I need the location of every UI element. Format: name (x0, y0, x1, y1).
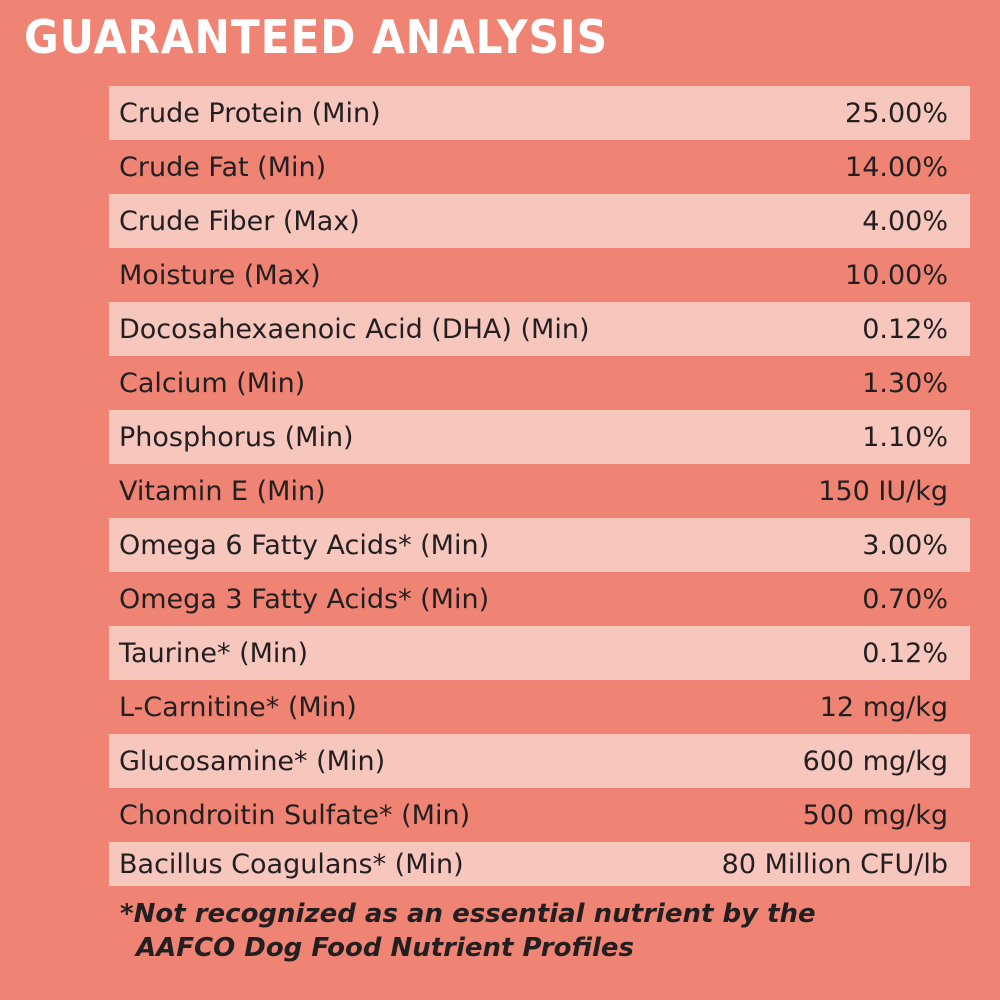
nutrient-label: Docosahexaenoic Acid (DHA) (Min) (119, 313, 590, 345)
footnote: *Not recognized as an essential nutrient… (120, 897, 980, 965)
nutrient-value: 14.00% (845, 151, 948, 183)
table-row: Docosahexaenoic Acid (DHA) (Min) 0.12% (109, 302, 970, 356)
nutrient-label: Omega 3 Fatty Acids* (Min) (119, 583, 490, 615)
page-title: GUARANTEED ANALYSIS (24, 10, 608, 64)
table-row: Calcium (Min) 1.30% (109, 356, 970, 410)
nutrient-label: Omega 6 Fatty Acids* (Min) (119, 529, 490, 561)
nutrient-value: 12 mg/kg (819, 691, 948, 723)
nutrient-value: 1.10% (862, 421, 948, 453)
table-row: Omega 6 Fatty Acids* (Min) 3.00% (109, 518, 970, 572)
nutrient-label: Crude Protein (Min) (119, 97, 381, 129)
nutrient-label: Calcium (Min) (119, 367, 306, 399)
nutrient-label: Bacillus Coagulans* (Min) (119, 848, 464, 880)
table-row: Chondroitin Sulfate* (Min) 500 mg/kg (109, 788, 970, 842)
nutrient-value: 500 mg/kg (802, 799, 948, 831)
table-row: L-Carnitine* (Min) 12 mg/kg (109, 680, 970, 734)
table-row: Taurine* (Min) 0.12% (109, 626, 970, 680)
nutrient-value: 25.00% (845, 97, 948, 129)
nutrient-value: 0.12% (862, 637, 948, 669)
table-row: Phosphorus (Min) 1.10% (109, 410, 970, 464)
table-row: Moisture (Max) 10.00% (109, 248, 970, 302)
nutrient-label: Crude Fiber (Max) (119, 205, 360, 237)
nutrient-label: Crude Fat (Min) (119, 151, 327, 183)
table-row: Bacillus Coagulans* (Min) 80 Million CFU… (109, 842, 970, 886)
nutrient-value: 600 mg/kg (802, 745, 948, 777)
nutrient-value: 80 Million CFU/lb (721, 848, 948, 880)
nutrient-value: 150 IU/kg (818, 475, 948, 507)
nutrient-value: 4.00% (862, 205, 948, 237)
table-row: Crude Fiber (Max) 4.00% (109, 194, 970, 248)
nutrient-value: 0.12% (862, 313, 948, 345)
nutrient-value: 0.70% (862, 583, 948, 615)
nutrient-label: Chondroitin Sulfate* (Min) (119, 799, 471, 831)
footnote-line-2: AAFCO Dog Food Nutrient Profiles (136, 933, 634, 963)
nutrient-label: Glucosamine* (Min) (119, 745, 386, 777)
nutrient-label: Phosphorus (Min) (119, 421, 354, 453)
nutrient-label: Taurine* (Min) (119, 637, 309, 669)
table-row: Crude Fat (Min) 14.00% (109, 140, 970, 194)
table-row: Glucosamine* (Min) 600 mg/kg (109, 734, 970, 788)
nutrient-value: 10.00% (845, 259, 948, 291)
nutrient-label: Moisture (Max) (119, 259, 321, 291)
table-row: Omega 3 Fatty Acids* (Min) 0.70% (109, 572, 970, 626)
nutrient-value: 3.00% (862, 529, 948, 561)
nutrient-value: 1.30% (862, 367, 948, 399)
footnote-line-1: *Not recognized as an essential nutrient… (120, 899, 816, 929)
nutrient-label: Vitamin E (Min) (119, 475, 326, 507)
nutrient-label: L-Carnitine* (Min) (119, 691, 357, 723)
guaranteed-analysis-table: Crude Protein (Min) 25.00% Crude Fat (Mi… (109, 86, 970, 886)
table-row: Vitamin E (Min) 150 IU/kg (109, 464, 970, 518)
table-row: Crude Protein (Min) 25.00% (109, 86, 970, 140)
